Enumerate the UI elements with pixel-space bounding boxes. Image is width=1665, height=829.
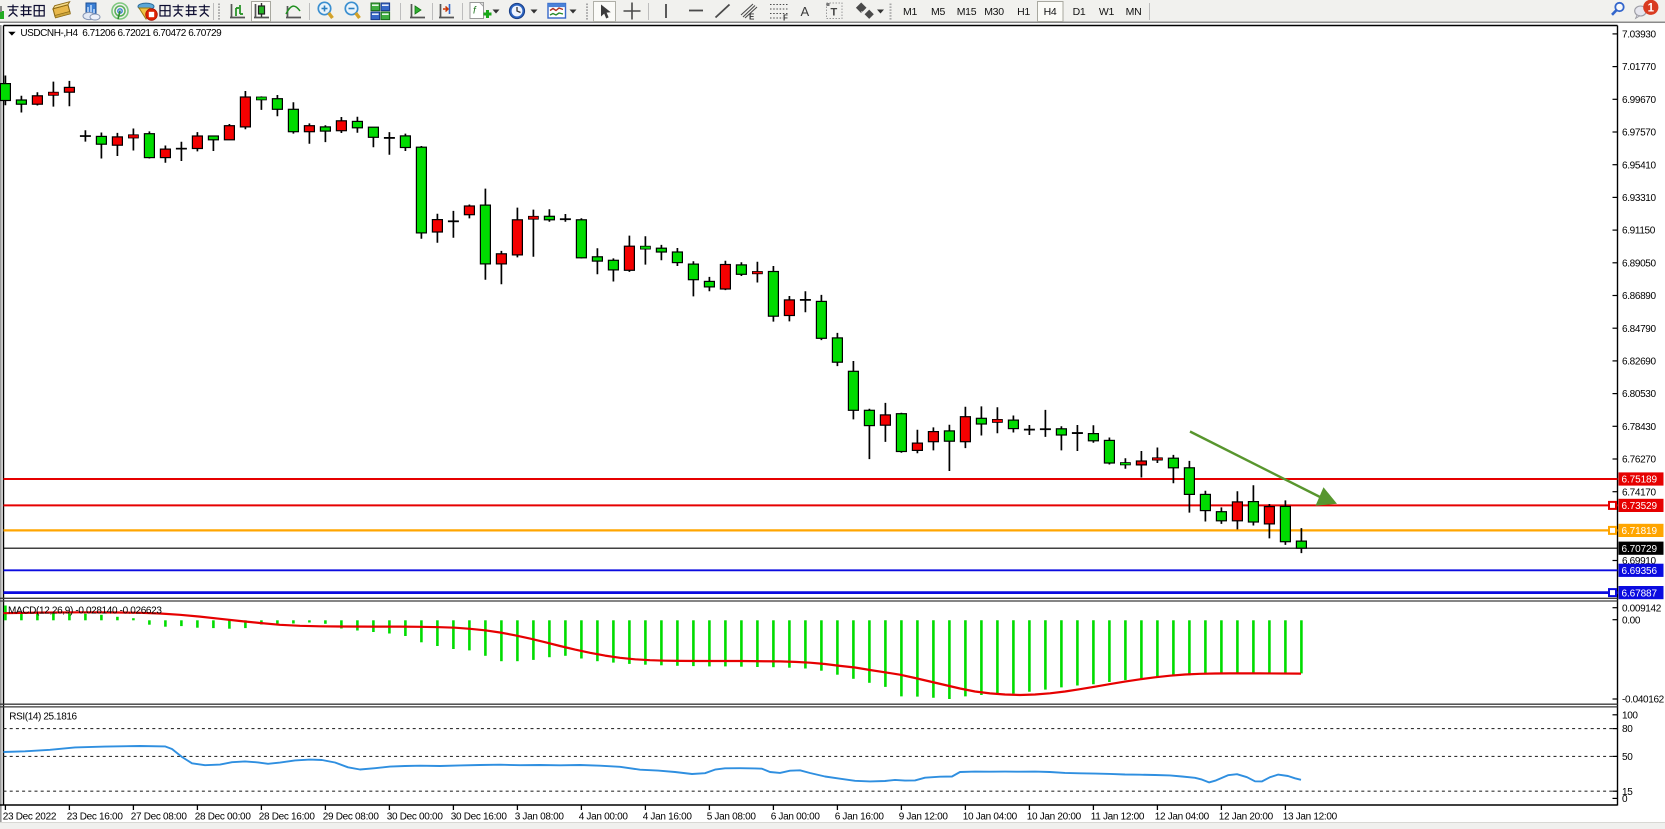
svg-text:USDCNH-,H4 6.71206 6.72021 6.: USDCNH-,H4 6.71206 6.72021 6.70472 6.707… <box>20 28 222 39</box>
svg-text:6.74170: 6.74170 <box>1622 487 1656 498</box>
svg-text:6.84790: 6.84790 <box>1622 324 1656 335</box>
svg-text:12 Jan 20:00: 12 Jan 20:00 <box>1219 811 1274 822</box>
svg-text:D1: D1 <box>1073 6 1086 18</box>
svg-text:A: A <box>801 4 810 19</box>
svg-text:30 Dec 16:00: 30 Dec 16:00 <box>451 811 508 822</box>
svg-text:6.99670: 6.99670 <box>1622 95 1656 106</box>
svg-text:f: f <box>473 6 477 17</box>
svg-text:27 Dec 08:00: 27 Dec 08:00 <box>131 811 188 822</box>
svg-text:6.91150: 6.91150 <box>1622 226 1656 237</box>
svg-text:13 Jan 12:00: 13 Jan 12:00 <box>1283 811 1338 822</box>
svg-text:6.75189: 6.75189 <box>1622 475 1658 486</box>
svg-text:6.78430: 6.78430 <box>1622 422 1656 433</box>
svg-text:M30: M30 <box>984 6 1004 18</box>
svg-text:M1: M1 <box>903 6 917 18</box>
svg-text:30 Dec 00:00: 30 Dec 00:00 <box>387 811 444 822</box>
svg-text:5 Jan 08:00: 5 Jan 08:00 <box>707 811 757 822</box>
svg-text:29 Dec 08:00: 29 Dec 08:00 <box>323 811 380 822</box>
svg-text:MN: MN <box>1126 6 1142 18</box>
svg-text:H4: H4 <box>1044 6 1057 18</box>
svg-text:6 Jan 00:00: 6 Jan 00:00 <box>771 811 821 822</box>
svg-text:6.67887: 6.67887 <box>1622 588 1658 599</box>
svg-text:100: 100 <box>1622 710 1638 721</box>
svg-text:4 Jan 16:00: 4 Jan 16:00 <box>643 811 693 822</box>
svg-text:6.82690: 6.82690 <box>1622 357 1656 368</box>
svg-text:50: 50 <box>1622 752 1633 763</box>
svg-text:80: 80 <box>1622 724 1633 735</box>
svg-text:12 Jan 04:00: 12 Jan 04:00 <box>1155 811 1210 822</box>
svg-text:3 Jan 08:00: 3 Jan 08:00 <box>515 811 565 822</box>
svg-text:6 Jan 16:00: 6 Jan 16:00 <box>835 811 885 822</box>
svg-text:6.69910: 6.69910 <box>1622 556 1656 567</box>
svg-text:9 Jan 12:00: 9 Jan 12:00 <box>899 811 949 822</box>
svg-text:28 Dec 16:00: 28 Dec 16:00 <box>259 811 316 822</box>
svg-text:H1: H1 <box>1017 6 1030 18</box>
svg-text:10 Jan 20:00: 10 Jan 20:00 <box>1027 811 1082 822</box>
svg-text:6.93310: 6.93310 <box>1622 193 1656 204</box>
svg-text:1: 1 <box>1648 2 1655 14</box>
svg-text:-0.040162: -0.040162 <box>1622 695 1665 706</box>
svg-text:6.97570: 6.97570 <box>1622 128 1656 139</box>
svg-text:0.009142: 0.009142 <box>1622 603 1662 614</box>
svg-text:23 Dec 16:00: 23 Dec 16:00 <box>67 811 124 822</box>
svg-text:10 Jan 04:00: 10 Jan 04:00 <box>963 811 1018 822</box>
svg-text:23 Dec 2022: 23 Dec 2022 <box>3 811 57 822</box>
svg-text:T: T <box>831 7 838 19</box>
svg-text:F: F <box>783 14 788 23</box>
svg-text:4 Jan 00:00: 4 Jan 00:00 <box>579 811 629 822</box>
svg-text:11 Jan 12:00: 11 Jan 12:00 <box>1091 811 1145 822</box>
svg-text:M15: M15 <box>957 6 977 18</box>
svg-text:6.70729: 6.70729 <box>1622 544 1658 555</box>
svg-text:0.00: 0.00 <box>1622 615 1641 626</box>
svg-text:W1: W1 <box>1099 6 1115 18</box>
svg-text:6.86890: 6.86890 <box>1622 291 1656 302</box>
svg-text:MACD(12,26,9) -0.028140 -0.026: MACD(12,26,9) -0.028140 -0.026623 <box>8 606 162 617</box>
svg-text:6.95410: 6.95410 <box>1622 160 1656 171</box>
svg-text:7.01770: 7.01770 <box>1622 62 1656 73</box>
svg-text:RSI(14) 25.1816: RSI(14) 25.1816 <box>9 712 77 723</box>
svg-text:E: E <box>749 13 755 22</box>
svg-text:15: 15 <box>1622 787 1633 798</box>
svg-text:6.73529: 6.73529 <box>1622 501 1658 512</box>
svg-text:0: 0 <box>1622 794 1628 805</box>
svg-text:M5: M5 <box>931 6 945 18</box>
svg-text:6.89050: 6.89050 <box>1622 258 1656 269</box>
svg-text:7.03930: 7.03930 <box>1622 30 1656 41</box>
svg-text:6.80530: 6.80530 <box>1622 389 1656 400</box>
svg-text:28 Dec 00:00: 28 Dec 00:00 <box>195 811 252 822</box>
svg-text:6.69356: 6.69356 <box>1622 566 1658 577</box>
svg-text:6.76270: 6.76270 <box>1622 455 1656 466</box>
svg-text:6.71819: 6.71819 <box>1622 526 1658 537</box>
